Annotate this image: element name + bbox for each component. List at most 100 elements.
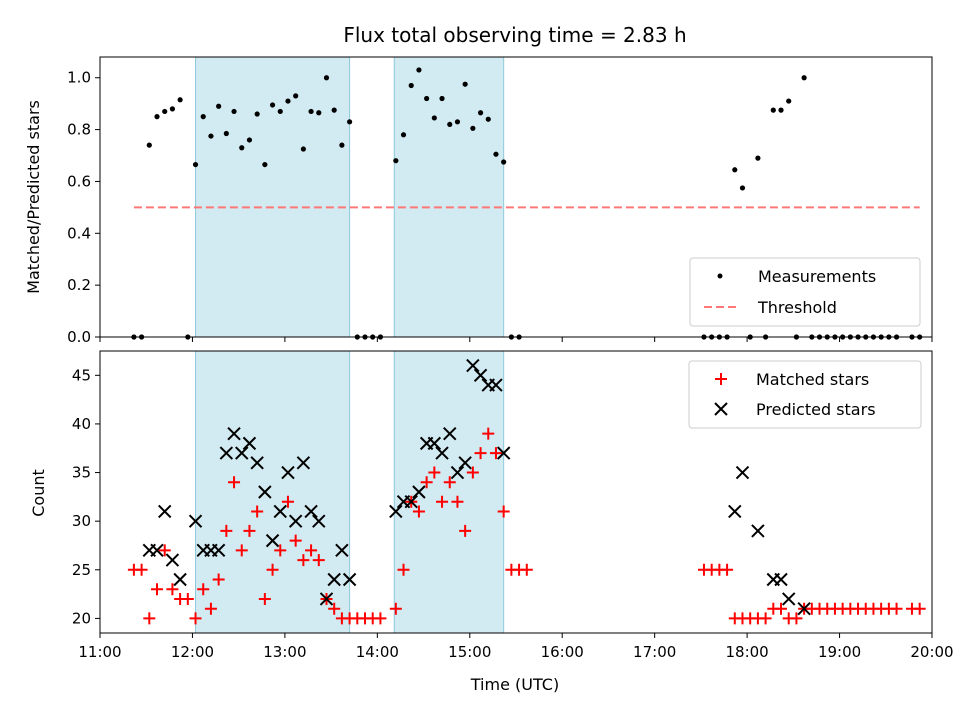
predicted-star-point: [281, 465, 295, 480]
matched-star-point: [328, 602, 341, 615]
measurement-point: [154, 114, 160, 120]
measurement-point: [177, 97, 183, 103]
legend-matched-marker: [715, 373, 727, 385]
predicted-star-point: [165, 553, 180, 567]
measurement-point: [732, 167, 738, 173]
top-y-tick-label: 0.6: [67, 172, 91, 190]
matched-star-point: [274, 544, 287, 557]
top-y-tick-label: 0.0: [67, 328, 91, 346]
top-plot-marks: [131, 67, 923, 340]
measurement-point: [454, 119, 461, 125]
measurement-point: [169, 106, 176, 112]
predicted-star-point: [450, 465, 465, 480]
measurement-point: [285, 98, 291, 104]
top-y-tick-label: 0.2: [67, 276, 91, 294]
x-tick-label: 18:00: [725, 643, 768, 661]
top-axes-frame: [99, 56, 933, 338]
bottom-y-tick-label: 25: [72, 561, 91, 579]
matched-star-point: [297, 554, 310, 567]
predicted-star-point: [782, 592, 796, 606]
matched-star-point: [166, 583, 179, 596]
bottom-y-tick-label: 30: [72, 512, 91, 530]
predicted-star-point: [288, 514, 303, 528]
matched-star-point: [143, 612, 156, 625]
predicted-star-point: [427, 436, 442, 451]
legend-predicted-label: Predicted stars: [756, 400, 876, 419]
predicted-star-point: [728, 504, 742, 519]
matched-star-point: [243, 524, 256, 537]
matched-star-point: [466, 466, 479, 479]
top-shaded-interval: [195, 56, 351, 338]
measurement-point: [269, 102, 276, 108]
x-tick-label: 11:00: [78, 643, 121, 661]
matched-star-point: [281, 495, 294, 508]
matched-star-point: [443, 476, 456, 489]
matched-star-point: [312, 554, 325, 567]
predicted-star-point: [443, 426, 457, 441]
measurement-point: [501, 159, 507, 165]
matched-star-point: [305, 544, 318, 557]
measurement-point: [277, 108, 283, 115]
x-axis-label: Time (UTC): [470, 675, 559, 694]
matched-star-point: [151, 583, 164, 596]
matched-star-point: [451, 495, 464, 508]
top-y-tick-label: 0.4: [67, 224, 91, 242]
predicted-star-point: [296, 456, 311, 470]
matched-star-point: [397, 563, 410, 576]
top-legend: Measurements Threshold: [689, 257, 921, 327]
matched-star-point: [459, 524, 472, 537]
bottom-axes-frame: [99, 350, 933, 634]
matched-star-point: [389, 602, 402, 615]
predicted-star-point: [466, 358, 480, 373]
measurement-point: [316, 110, 322, 116]
predicted-star-point: [173, 572, 187, 587]
measurement-point: [192, 161, 199, 168]
top-y-tick-label: 0.8: [67, 121, 91, 139]
predicted-star-point: [319, 592, 334, 606]
bottom-y-tick-label: 20: [72, 609, 91, 627]
matched-star-point: [913, 602, 926, 615]
measurement-point: [300, 146, 306, 152]
predicted-star-point: [496, 446, 511, 460]
predicted-star-point: [797, 601, 811, 616]
matched-star-point: [158, 544, 171, 557]
predicted-star-point: [219, 446, 234, 460]
top-axis-ticks: 0.0 0.2 0.4 0.6 0.8 1.0: [67, 69, 933, 346]
predicted-star-point: [265, 533, 280, 548]
measurement-point: [462, 81, 468, 87]
measurement-point: [739, 185, 746, 191]
predicted-star-point: [751, 524, 765, 538]
measurement-point: [470, 125, 476, 131]
measurement-point: [485, 116, 491, 122]
measurement-point: [254, 111, 260, 117]
predicted-star-point: [473, 368, 488, 383]
legend-measurements-marker: [717, 273, 723, 279]
matched-star-point: [412, 505, 425, 518]
matched-star-point: [189, 612, 202, 625]
measurement-point: [424, 95, 430, 102]
measurement-point: [146, 142, 152, 148]
predicted-star-point: [327, 572, 341, 587]
chart-title: Flux total observing time = 2.83 h: [343, 23, 686, 47]
measurement-point: [239, 145, 245, 151]
measurement-point: [223, 130, 229, 137]
predicted-star-point: [412, 485, 426, 499]
matched-star-point: [181, 592, 194, 605]
bottom-y-tick-label: 40: [72, 415, 91, 433]
measurement-point: [416, 67, 422, 73]
matched-star-point: [220, 524, 233, 537]
x-tick-label: 13:00: [263, 643, 306, 661]
predicted-star-point: [250, 456, 264, 470]
matched-star-point: [135, 563, 148, 576]
measurement-point: [200, 114, 206, 120]
measurement-point: [770, 107, 776, 113]
matched-star-point: [212, 573, 225, 586]
bottom-panel: 20 25 30 35 40 45 11:00 12:00 13:00 14:00 15:00 16:…: [29, 350, 954, 694]
measurement-point: [216, 103, 222, 109]
measurement-point: [162, 108, 168, 115]
measurement-point: [393, 158, 399, 164]
measurement-point: [447, 121, 453, 128]
matched-star-point: [759, 612, 772, 625]
predicted-star-point: [735, 465, 750, 480]
matched-star-point: [289, 534, 302, 547]
